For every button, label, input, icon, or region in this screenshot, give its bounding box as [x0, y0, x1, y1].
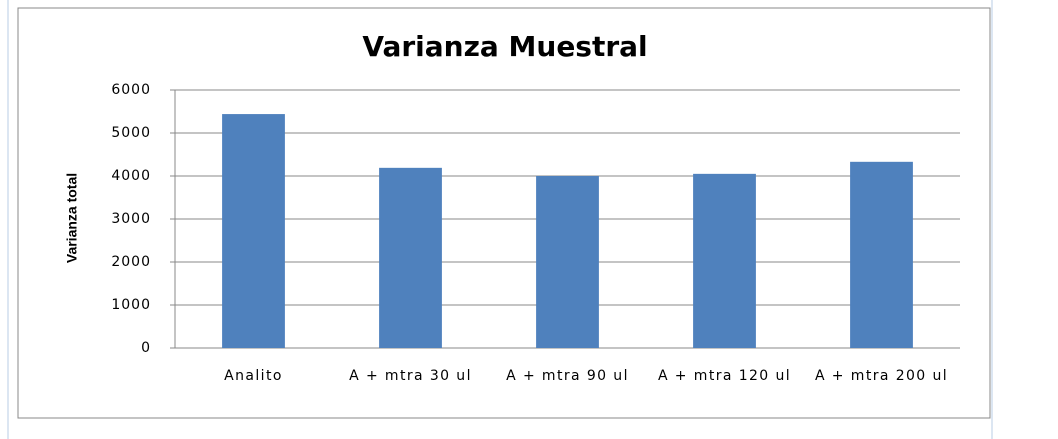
- y-tick-label: 2000: [111, 254, 151, 270]
- y-tick-label: 0: [141, 340, 151, 356]
- y-tick-label: 6000: [111, 82, 151, 98]
- y-tick-label: 4000: [111, 168, 151, 184]
- bar: [536, 176, 599, 348]
- bar: [379, 167, 442, 348]
- x-tick-label: Analito: [224, 368, 283, 384]
- bar: [693, 173, 756, 348]
- y-tick-label: 3000: [111, 211, 151, 227]
- x-tick-label: A + mtra 200 ul: [814, 368, 949, 384]
- bar: [222, 114, 285, 348]
- y-tick-label: 5000: [111, 125, 151, 141]
- bar: [850, 161, 913, 348]
- y-axis-title: Varianza total: [64, 173, 80, 263]
- x-tick-label: A + mtra 120 ul: [657, 368, 792, 384]
- x-tick-label: A + mtra 90 ul: [506, 368, 629, 384]
- chart-title: Varianza Muestral: [362, 30, 647, 63]
- y-tick-label: 1000: [111, 297, 151, 313]
- chart-frame: [17, 7, 991, 419]
- x-tick-label: A + mtra 30 ul: [349, 368, 472, 384]
